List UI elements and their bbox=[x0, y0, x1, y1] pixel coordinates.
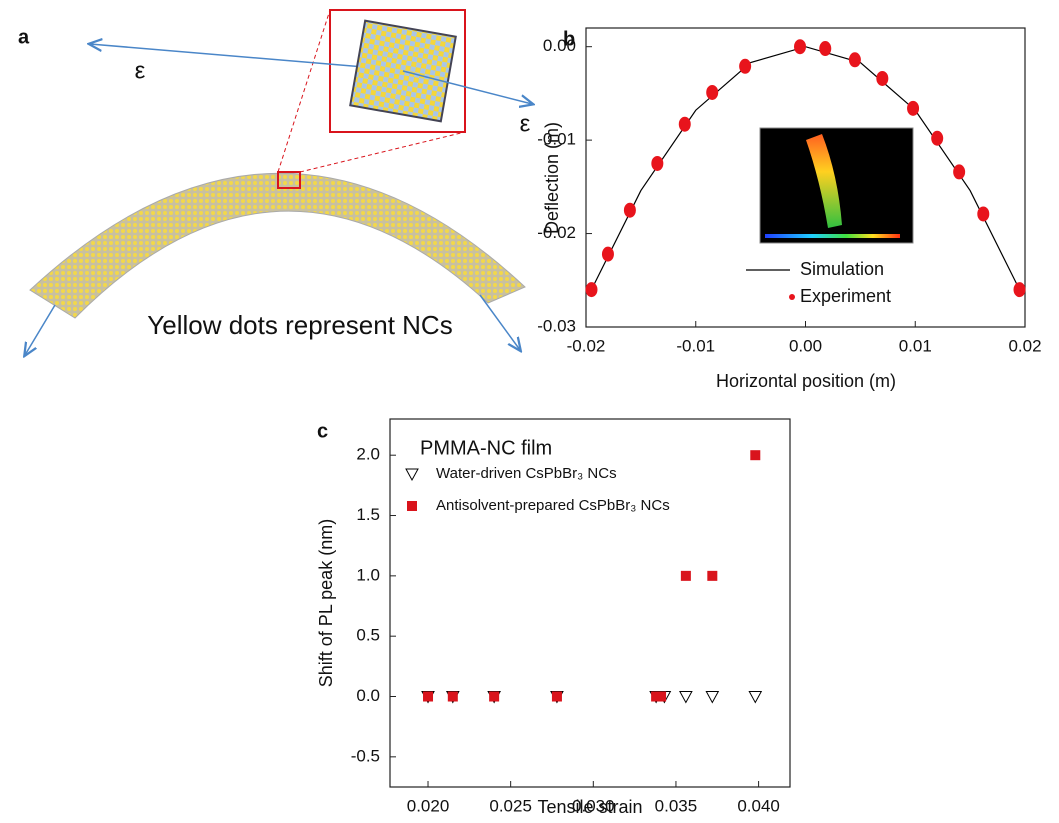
y-tick-label: -0.5 bbox=[351, 746, 380, 765]
data-point bbox=[707, 570, 718, 581]
legend-marker bbox=[405, 468, 419, 482]
data-point bbox=[680, 570, 691, 581]
y-tick-label: 0.5 bbox=[356, 626, 380, 645]
strain-arrow bbox=[402, 70, 532, 104]
data-point bbox=[601, 246, 614, 262]
legend-label: Experiment bbox=[800, 286, 891, 306]
deformed-beam bbox=[806, 134, 842, 228]
legend-label: Antisolvent-prepared CsPbBr₃ NCs bbox=[436, 497, 670, 514]
data-point bbox=[585, 282, 598, 298]
data-point bbox=[623, 202, 636, 218]
y-axis-title: Deflection (m) bbox=[542, 122, 562, 234]
data-point bbox=[739, 58, 752, 74]
panel-label: b bbox=[563, 28, 575, 50]
x-tick-label: 0.035 bbox=[655, 796, 698, 815]
y-tick-label: 0.0 bbox=[356, 686, 380, 705]
x-tick-label: 0.01 bbox=[899, 336, 932, 355]
y-tick-label: 1.5 bbox=[356, 505, 380, 524]
x-tick-label: 0.020 bbox=[407, 796, 450, 815]
panel-a: a ε ε Yellow dots represent NCs bbox=[18, 9, 532, 355]
x-tick-label: 0.00 bbox=[789, 336, 822, 355]
x-tick-label: -0.01 bbox=[676, 336, 715, 355]
legend-label: Simulation bbox=[800, 259, 884, 279]
strain-label: ε bbox=[135, 57, 146, 84]
x-tick-label: 0.030 bbox=[572, 796, 615, 815]
x-tick-label: -0.02 bbox=[567, 336, 606, 355]
zoom-line bbox=[299, 131, 466, 173]
x-axis-title: Tensile strain bbox=[537, 797, 642, 817]
data-point bbox=[907, 100, 920, 116]
data-point bbox=[651, 155, 664, 171]
strain-label: ε bbox=[520, 110, 531, 137]
plot-frame bbox=[389, 418, 791, 788]
data-point bbox=[748, 691, 763, 704]
simulation-inset bbox=[759, 127, 914, 244]
data-point bbox=[931, 130, 944, 146]
data-point bbox=[706, 84, 719, 100]
data-point bbox=[678, 116, 691, 132]
x-tick-label: 0.040 bbox=[737, 796, 780, 815]
strain-arrow bbox=[25, 304, 56, 355]
data-point bbox=[977, 206, 990, 222]
data-point bbox=[423, 691, 434, 702]
zoom-box bbox=[277, 171, 301, 189]
data-point bbox=[848, 52, 861, 68]
zoom-line bbox=[277, 9, 331, 173]
legend-label: Water-driven CsPbBr₃ NCs bbox=[436, 465, 617, 482]
data-point bbox=[679, 691, 693, 704]
y-tick-label: 2.0 bbox=[356, 445, 380, 464]
strain-arrow bbox=[479, 294, 520, 350]
x-tick-label: 0.02 bbox=[1008, 336, 1041, 355]
data-point bbox=[489, 691, 500, 702]
curved-film bbox=[29, 172, 526, 319]
data-point bbox=[656, 691, 667, 702]
panel-label: c bbox=[317, 420, 328, 442]
legend-title: PMMA-NC film bbox=[420, 437, 552, 459]
y-axis-title: Shift of PL peak (nm) bbox=[316, 519, 336, 687]
strain-arrow bbox=[90, 44, 401, 71]
data-point bbox=[750, 450, 761, 461]
x-axis-title: Horizontal position (m) bbox=[716, 371, 896, 391]
panel-label: a bbox=[18, 26, 30, 48]
legend-marker bbox=[407, 501, 417, 511]
data-point bbox=[551, 691, 562, 702]
legend-marker bbox=[789, 294, 795, 300]
y-tick-label: -0.01 bbox=[537, 130, 576, 149]
data-point bbox=[876, 70, 889, 86]
y-tick-label: -0.03 bbox=[537, 316, 576, 335]
y-tick-label: -0.02 bbox=[537, 223, 576, 242]
data-point bbox=[819, 41, 832, 57]
data-point bbox=[705, 691, 720, 704]
y-tick-label: 1.0 bbox=[356, 565, 380, 584]
caption: Yellow dots represent NCs bbox=[147, 310, 452, 340]
x-tick-label: 0.025 bbox=[489, 796, 532, 815]
data-point bbox=[953, 164, 966, 180]
data-point bbox=[447, 691, 458, 702]
color-bar bbox=[765, 234, 900, 238]
y-tick-label: 0.00 bbox=[543, 36, 576, 55]
data-point bbox=[794, 39, 807, 55]
data-point bbox=[1013, 282, 1026, 298]
